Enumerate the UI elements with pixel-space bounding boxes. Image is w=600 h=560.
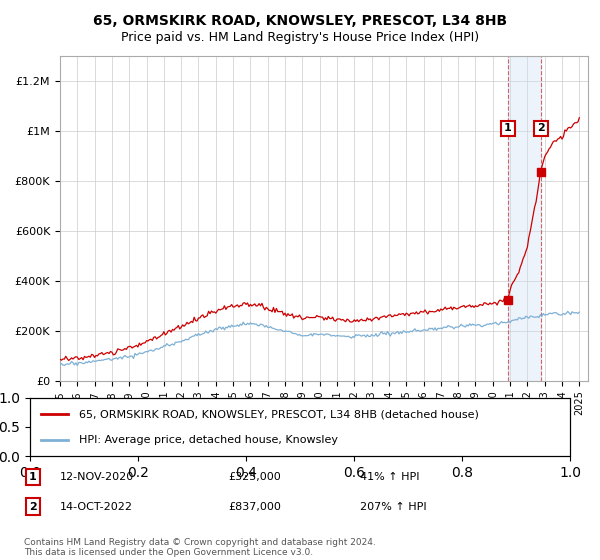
Text: Contains HM Land Registry data © Crown copyright and database right 2024.
This d: Contains HM Land Registry data © Crown c… [24, 538, 376, 557]
Text: 207% ↑ HPI: 207% ↑ HPI [360, 502, 427, 512]
Text: 1: 1 [29, 472, 37, 482]
Text: £837,000: £837,000 [228, 502, 281, 512]
Text: 2: 2 [537, 123, 545, 133]
Text: Price paid vs. HM Land Registry's House Price Index (HPI): Price paid vs. HM Land Registry's House … [121, 31, 479, 44]
Text: £325,000: £325,000 [228, 472, 281, 482]
Text: 2: 2 [29, 502, 37, 512]
Text: 65, ORMSKIRK ROAD, KNOWSLEY, PRESCOT, L34 8HB: 65, ORMSKIRK ROAD, KNOWSLEY, PRESCOT, L3… [93, 14, 507, 28]
Text: 14-OCT-2022: 14-OCT-2022 [60, 502, 133, 512]
Bar [508, 56, 541, 381]
Text: 12-NOV-2020: 12-NOV-2020 [60, 472, 134, 482]
Text: 41% ↑ HPI: 41% ↑ HPI [360, 472, 419, 482]
Text: 65, ORMSKIRK ROAD, KNOWSLEY, PRESCOT, L34 8HB (detached house): 65, ORMSKIRK ROAD, KNOWSLEY, PRESCOT, L3… [79, 409, 478, 419]
Text: HPI: Average price, detached house, Knowsley: HPI: Average price, detached house, Know… [79, 435, 338, 445]
Text: 1: 1 [504, 123, 512, 133]
